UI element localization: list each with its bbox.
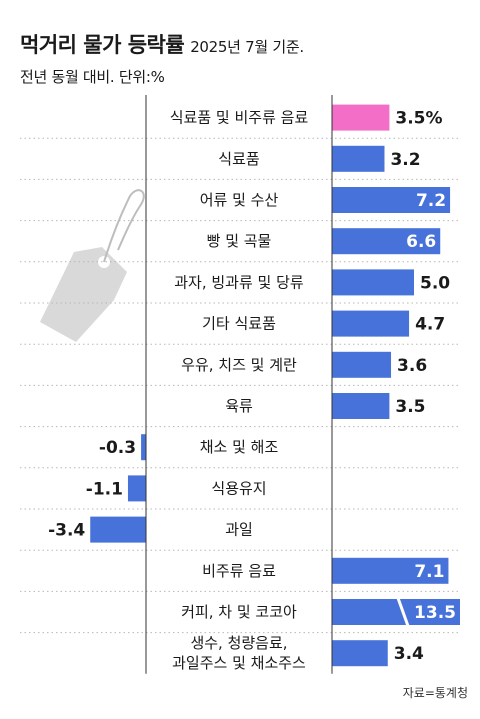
price-tag-illustration — [40, 189, 145, 342]
axis-lines — [145, 95, 333, 674]
bar — [90, 516, 146, 543]
bar — [332, 351, 392, 378]
value-label: 3.5% — [395, 109, 442, 129]
category-label: 식료품 및 비주류 음료 — [170, 109, 309, 127]
category-label: 어류 및 수산 — [200, 191, 279, 209]
value-label: 5.0 — [420, 273, 450, 293]
category-label: 채소 및 해조 — [200, 438, 279, 456]
category-label: 비주류 음료 — [202, 562, 276, 580]
chart-title: 먹거리 물가 등락률 — [20, 33, 185, 57]
reference-date: 2025년 7월 기준. — [190, 38, 304, 56]
value-label: -1.1 — [86, 479, 123, 499]
bar — [332, 269, 414, 296]
bar-series — [90, 104, 460, 667]
axis-break-mark — [396, 597, 410, 627]
bar — [332, 145, 385, 172]
bar — [332, 310, 410, 337]
value-label: -0.3 — [99, 438, 136, 458]
row-separators — [20, 137, 458, 634]
bar — [332, 104, 390, 131]
value-labels: 3.5% 3.2 7.2 6.6 5.0 4.7 3.6 3.5 -0.3 -1.1 -3.4 7.1… — [48, 109, 456, 665]
category-label: 과자, 빙과류 및 당류 — [174, 273, 304, 291]
value-label: 3.6 — [397, 356, 427, 376]
bar — [332, 187, 451, 213]
price-tag-string — [103, 189, 145, 263]
chart-subtitle: 전년 동월 대비. 단위:% — [20, 68, 165, 86]
value-label: -3.4 — [48, 521, 85, 541]
chart-header: 먹거리 물가 등락률 2025년 7월 기준. 전년 동월 대비. 단위:% — [20, 30, 470, 87]
value-label: 4.7 — [415, 315, 445, 335]
bar — [332, 393, 390, 419]
category-label: 과일 — [225, 521, 253, 539]
bar — [141, 434, 146, 461]
category-label: 빵 및 곡물 — [207, 232, 272, 250]
bar — [332, 228, 441, 255]
title-line: 먹거리 물가 등락률 2025년 7월 기준. — [20, 30, 470, 62]
bar — [332, 599, 460, 625]
category-label: 기타 식료품 — [202, 315, 276, 333]
bar — [127, 475, 146, 502]
value-label: 3.4 — [394, 644, 424, 664]
bar — [332, 557, 449, 584]
bar — [332, 640, 388, 667]
value-label: 3.5 — [395, 397, 425, 417]
value-label: 3.2 — [390, 150, 420, 170]
value-label: 6.6 — [406, 232, 436, 252]
value-label: 7.1 — [414, 562, 444, 582]
category-label: 육류 — [225, 397, 253, 415]
data-source: 자료=통계청 — [402, 686, 468, 700]
value-label: 7.2 — [416, 191, 446, 211]
category-label: 식료품 — [218, 150, 259, 168]
category-label: 커피, 차 및 코코아 — [181, 603, 297, 621]
category-label: 식용유지 — [211, 479, 266, 497]
price-tag-shape — [40, 247, 127, 342]
value-label: 13.5 — [414, 603, 456, 623]
category-label: 과일주스 및 채소주스 — [172, 654, 306, 672]
category-label: 우유, 치즈 및 계란 — [181, 356, 297, 374]
category-label: 생수, 청량음료, — [190, 634, 287, 652]
